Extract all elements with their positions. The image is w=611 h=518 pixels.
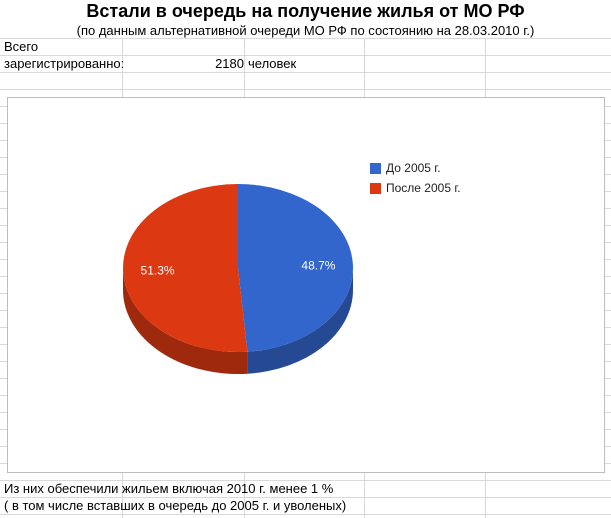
registered-value: 2180 xyxy=(215,56,244,71)
legend-label-1: До 2005 г. xyxy=(386,161,441,175)
pie-labels: 48.7% 51.3% xyxy=(141,259,336,278)
pie-side-2 xyxy=(123,268,248,374)
registered-unit: человек xyxy=(248,56,297,71)
pie-slices xyxy=(123,184,354,352)
registered-label-line1: Всего xyxy=(4,39,39,54)
chart-legend: До 2005 г. После 2005 г. xyxy=(370,161,461,195)
footer-line2: ( в том числе вставших в очередь до 2005… xyxy=(4,498,347,513)
legend-swatch-2 xyxy=(370,183,381,194)
legend-swatch-1 xyxy=(370,163,381,174)
sheet-subtitle: (по данным альтернативной очереди МО РФ … xyxy=(76,23,535,38)
pie-chart[interactable]: 48.7% 51.3% До 2005 г. После 2005 г. xyxy=(7,97,605,473)
slice-value-label-2: 51.3% xyxy=(141,263,175,277)
pie-slice-1[interactable] xyxy=(238,184,354,352)
registered-label-line2: зарегистрированно: xyxy=(4,56,125,71)
footer-line1: Из них обеспечили жильем включая 2010 г.… xyxy=(4,481,334,496)
slice-value-label-1: 48.7% xyxy=(301,259,335,273)
pie-sides xyxy=(123,268,353,374)
pie-slice-2[interactable] xyxy=(123,184,248,352)
pie-chart-svg: 48.7% 51.3% До 2005 г. После 2005 г. xyxy=(123,161,461,374)
pie-side-1 xyxy=(247,268,353,374)
sheet-title: Встали в очередь на получение жилья от М… xyxy=(86,1,525,21)
legend-label-2: После 2005 г. xyxy=(386,181,461,195)
